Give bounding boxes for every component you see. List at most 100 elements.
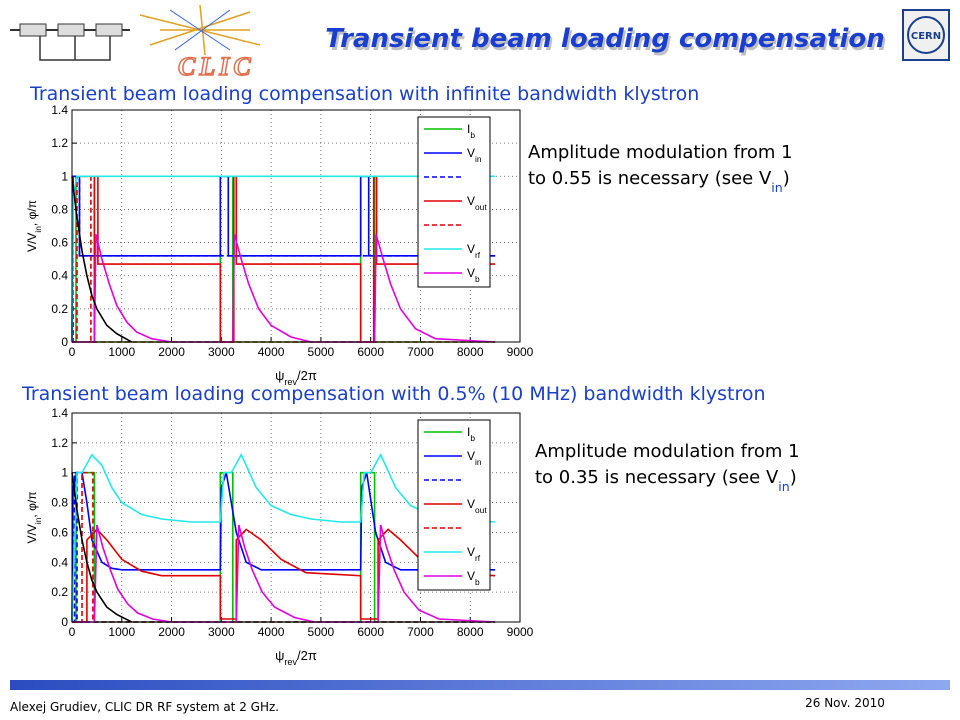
subscript: in [33,517,43,524]
annotation: to 0.55 is necessary (see Vin) [528,168,790,195]
legend-label: Vb [467,266,480,284]
text-part: , φ/π [25,492,39,518]
text-part: V [467,545,475,559]
x-tick-label: 9000 [507,625,534,639]
text-part: , φ/π [25,200,39,226]
subscript: rev [284,657,297,667]
y-tick-label: 0.8 [51,496,68,510]
subscript: in [33,226,43,233]
x-tick-label: 7000 [407,625,434,639]
text-part: V [467,266,475,280]
subscript: in [475,154,482,164]
footer-date: 26 Nov. 2010 [805,696,885,710]
chart-title: Transient beam loading compensation with… [21,383,766,405]
y-tick-label: 1 [61,466,68,480]
plot-frame [71,412,521,623]
series-line [72,528,496,623]
text-part: V/V [25,233,39,252]
text-part: I [467,425,470,439]
legend-label: Vrf [467,242,481,260]
logo-text: CERN [911,31,941,42]
text-part: ) [790,467,797,488]
legend-box [417,116,491,288]
x-tick-label: 3000 [208,345,235,359]
text-part: I [467,122,470,136]
legend-box [417,419,491,591]
x-tick-label: 1000 [108,345,135,359]
subscript: in [771,180,782,195]
x-tick-label: 0 [69,345,76,359]
y-tick-label: 1.2 [51,436,68,450]
x-tick-label: 7000 [407,345,434,359]
footer-bar [10,680,950,690]
subscript: out [475,505,487,515]
text-part: /2π [297,368,317,383]
y-tick-label: 1 [61,169,68,183]
text-part: V [467,497,475,511]
y-tick-label: 0.4 [51,555,68,569]
subscript: in [475,457,482,467]
y-tick-label: 0 [61,335,68,349]
x-tick-label: 6000 [357,625,384,639]
text-part: ) [783,168,790,189]
chart-title: Transient beam loading compensation with… [29,83,699,105]
x-tick-label: 4000 [258,345,285,359]
x-tick-label: 1000 [108,625,135,639]
x-axis-label: ψrev/2π [275,648,317,667]
y-tick-label: 0.2 [51,302,68,316]
y-tick-label: 0.8 [51,202,68,216]
subscript: rev [284,377,297,387]
text-part: V [467,146,475,160]
subscript: rf [475,553,481,563]
text-part: V [467,449,475,463]
clic-logo: CLIC [10,4,261,82]
legend-label: Ib [467,425,475,443]
y-tick-label: 0.6 [51,236,68,250]
y-tick-label: 0.2 [51,585,68,599]
text-part: /2π [297,648,317,663]
annotation: Amplitude modulation from 1 [535,441,800,462]
subscript: rf [475,250,481,260]
subscript: b [475,577,480,587]
plot-frame [71,109,521,343]
series-line [71,472,133,623]
legend-label: Vrf [467,545,481,563]
text-part: V/V [25,524,39,543]
subscript: b [475,274,480,284]
legend-label: Ib [467,122,475,140]
legend-label: Vin [467,449,482,467]
subscript: out [475,202,487,212]
title-shadow: Transient beam loading compensation [327,27,887,57]
x-tick-label: 0 [69,625,76,639]
series-line [71,176,133,343]
text-part: ψ [275,368,284,383]
y-tick-label: 0.6 [51,525,68,539]
cern-logo: CERN [902,9,950,61]
subscript: b [470,433,475,443]
x-tick-label: 8000 [457,345,484,359]
y-axis-label: V/Vin, φ/π [25,492,43,544]
text-part: to 0.55 is necessary (see V [528,168,772,189]
x-tick-label: 5000 [308,345,335,359]
x-tick-label: 9000 [507,345,534,359]
series-line [72,234,496,343]
legend-label: Vout [467,497,487,515]
text-part: ψ [275,648,284,663]
chart: Transient beam loading compensation with… [25,83,793,387]
text-part: V [467,242,475,256]
y-tick-label: 1.4 [51,103,68,117]
annotation: to 0.35 is necessary (see Vin) [535,467,797,494]
chart: Transient beam loading compensation with… [21,383,800,667]
series-line [71,453,496,623]
legend-label: Vin [467,146,482,164]
x-tick-label: 6000 [357,345,384,359]
y-tick-label: 1.4 [51,406,68,420]
x-tick-label: 2000 [158,345,185,359]
x-tick-label: 4000 [258,625,285,639]
logo-text: CLIC [178,52,255,81]
x-axis-label: ψrev/2π [275,368,317,387]
annotation: Amplitude modulation from 1 [528,142,793,163]
